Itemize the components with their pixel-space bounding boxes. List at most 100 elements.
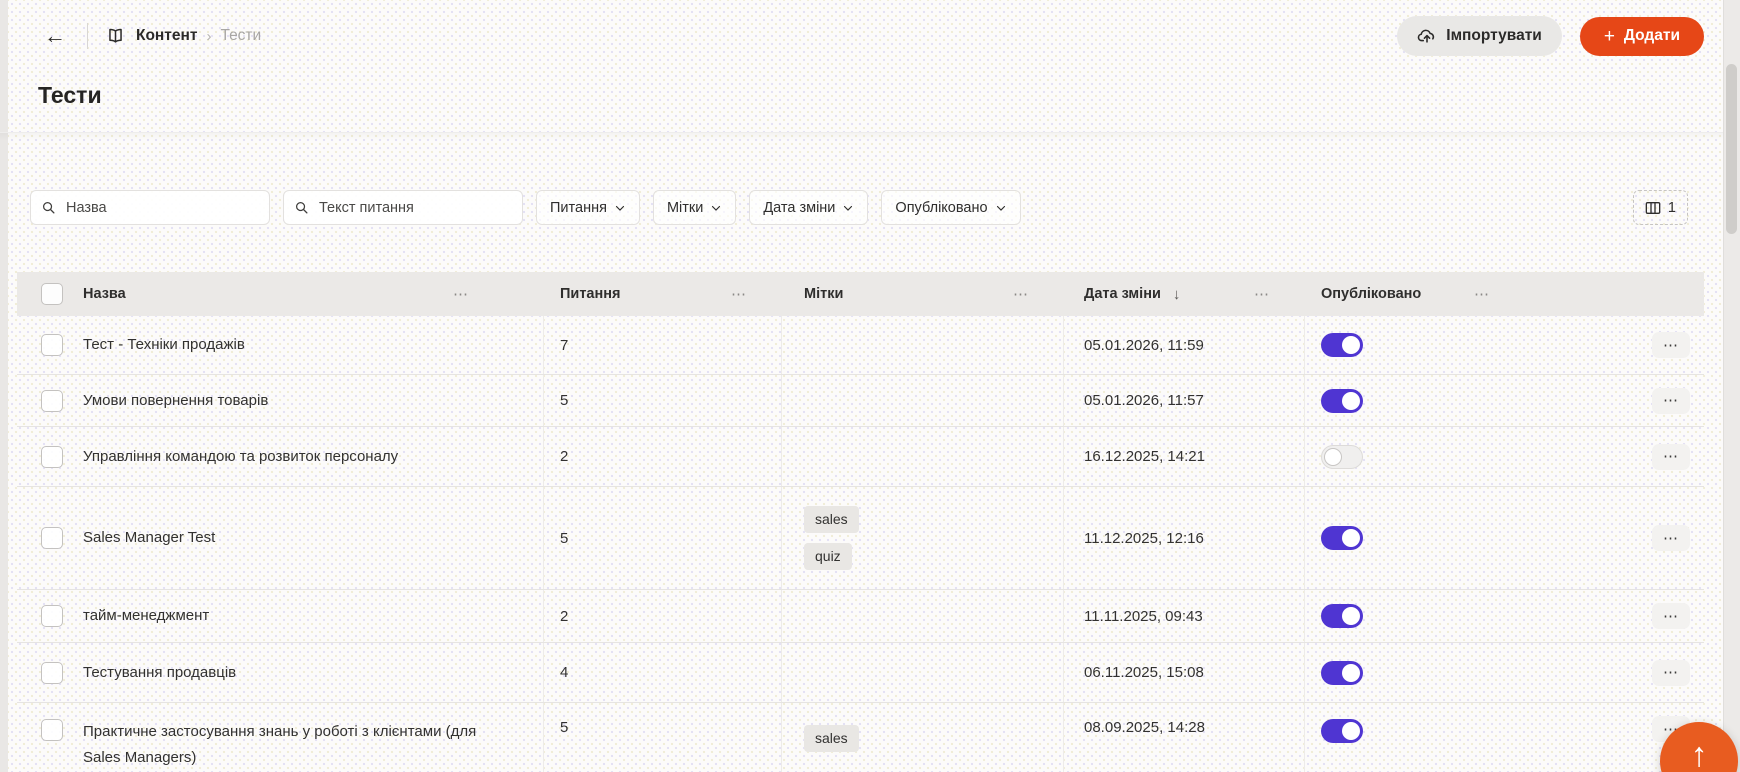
row-checkbox[interactable]	[41, 719, 63, 741]
toggle-knob	[1342, 336, 1360, 354]
column-menu-button[interactable]: ⋯	[1248, 286, 1277, 303]
breadcrumb: Контент › Тести	[105, 27, 261, 46]
tags-cell: sales	[782, 703, 1064, 772]
published-toggle[interactable]	[1321, 604, 1363, 628]
sort-desc-icon[interactable]: ↓	[1172, 285, 1181, 303]
published-toggle[interactable]	[1321, 444, 1363, 469]
ellipsis-icon: ⋯	[731, 285, 748, 303]
modified-date: 06.11.2025, 15:08	[1084, 664, 1204, 681]
row-checkbox[interactable]	[41, 661, 63, 684]
row-checkbox[interactable]	[41, 445, 63, 468]
search-icon	[294, 200, 309, 215]
row-menu-button[interactable]: ⋯	[1652, 387, 1690, 414]
header-published: Опубліковано ⋯	[1305, 272, 1525, 316]
published-toggle[interactable]	[1321, 388, 1363, 413]
row-checkbox[interactable]	[41, 527, 63, 549]
search-question-box	[283, 190, 523, 225]
table-header: Назва ⋯ Питання ⋯ Мітки ⋯ Дата зміни ↓ ⋯…	[17, 272, 1704, 316]
row-checkbox[interactable]	[41, 334, 63, 356]
table-row[interactable]: Тест - Техніки продажів 7 05.01.2026, 11…	[17, 316, 1704, 375]
vertical-scrollbar[interactable]	[1723, 0, 1740, 772]
table-row[interactable]: Практичне застосування знань у роботі з …	[17, 703, 1704, 772]
header-published-label: Опубліковано	[1321, 286, 1422, 302]
search-name-input[interactable]	[64, 198, 259, 217]
row-menu-button[interactable]: ⋯	[1652, 332, 1690, 358]
breadcrumb-item-current: Тести	[220, 27, 262, 44]
select-all-checkbox[interactable]	[41, 283, 63, 305]
column-menu-button[interactable]: ⋯	[725, 286, 754, 303]
question-count: 2	[560, 607, 569, 625]
filter-bar: Питання Мітки Дата зміни Опубліковано	[30, 190, 1688, 225]
search-question-input[interactable]	[317, 198, 512, 217]
toggle-knob	[1342, 663, 1360, 682]
header-questions-label: Питання	[560, 286, 621, 302]
tags-cell	[782, 316, 1064, 374]
scrollbar-thumb[interactable]	[1726, 64, 1737, 234]
table-row[interactable]: Умови повернення товарів 5 05.01.2026, 1…	[17, 375, 1704, 427]
toggle-knob	[1342, 529, 1360, 547]
filter-published-dropdown[interactable]: Опубліковано	[881, 190, 1021, 225]
modified-date: 08.09.2025, 14:28	[1084, 719, 1205, 736]
tags-cell	[782, 375, 1064, 426]
import-button[interactable]: Імпортувати	[1397, 16, 1562, 56]
test-name: Умови повернення товарів	[83, 391, 269, 409]
ellipsis-icon: ⋯	[1663, 529, 1679, 547]
tags-cell	[782, 590, 1064, 642]
table-row[interactable]: тайм-менеджмент 2 11.11.2025, 09:43 ⋯	[17, 590, 1704, 643]
toggle-knob	[1324, 447, 1342, 466]
question-count: 5	[560, 719, 569, 736]
table-row[interactable]: Управління командою та розвиток персонал…	[17, 427, 1704, 487]
published-toggle[interactable]	[1321, 660, 1363, 685]
arrow-left-icon: ←	[44, 23, 66, 48]
toggle-knob	[1342, 391, 1360, 410]
row-checkbox[interactable]	[41, 605, 63, 627]
tags-cell	[782, 643, 1064, 702]
published-toggle[interactable]	[1321, 526, 1363, 550]
modified-date: 11.11.2025, 09:43	[1084, 607, 1203, 625]
question-count: 5	[560, 392, 569, 409]
plus-icon: +	[1603, 25, 1615, 47]
tags-cell: sales quiz	[782, 487, 1064, 589]
table-row[interactable]: Тестування продавців 4 06.11.2025, 15:08…	[17, 643, 1704, 703]
search-icon	[41, 200, 56, 215]
modified-date: 05.01.2026, 11:59	[1084, 336, 1204, 354]
row-checkbox[interactable]	[41, 389, 63, 412]
columns-settings-button[interactable]: 1	[1632, 190, 1688, 225]
breadcrumb-item-content[interactable]: Контент	[136, 27, 198, 44]
table-row[interactable]: Sales Manager Test 5 sales quiz 11.12.202…	[17, 487, 1704, 590]
modified-date: 05.01.2026, 11:57	[1084, 392, 1204, 409]
filter-date-label: Дата зміни	[763, 199, 836, 216]
tag-chip: sales	[804, 506, 859, 533]
test-name: Sales Manager Test	[83, 529, 216, 546]
row-menu-button[interactable]: ⋯	[1652, 603, 1690, 629]
header-tags-label: Мітки	[804, 286, 844, 302]
column-menu-button[interactable]: ⋯	[1007, 286, 1036, 303]
question-count: 5	[560, 529, 569, 547]
published-toggle[interactable]	[1321, 333, 1363, 357]
add-button[interactable]: + Додати	[1579, 16, 1704, 56]
columns-count: 1	[1667, 199, 1676, 216]
back-button[interactable]: ←	[38, 21, 72, 51]
row-menu-button[interactable]: ⋯	[1652, 525, 1690, 551]
tag-chip: sales	[804, 725, 859, 752]
column-menu-button[interactable]: ⋯	[447, 286, 476, 303]
cloud-upload-icon	[1417, 26, 1437, 46]
row-menu-button[interactable]: ⋯	[1652, 443, 1690, 470]
header-questions: Питання ⋯	[544, 272, 782, 316]
book-icon	[105, 27, 126, 46]
test-name: Тестування продавців	[83, 663, 237, 681]
filter-tags-dropdown[interactable]: Мітки	[652, 190, 737, 225]
chevron-down-icon	[842, 202, 854, 214]
topbar-actions: Імпортувати + Додати	[1397, 16, 1704, 56]
published-toggle[interactable]	[1321, 719, 1363, 743]
filter-questions-dropdown[interactable]: Питання	[536, 190, 640, 225]
header-date-label: Дата зміни	[1084, 286, 1161, 302]
row-menu-button[interactable]: ⋯	[1652, 659, 1690, 686]
test-name: Управління командою та розвиток персонал…	[83, 447, 399, 465]
header-name-label: Назва	[83, 286, 126, 302]
filter-date-dropdown[interactable]: Дата зміни	[749, 190, 869, 225]
toggle-knob	[1342, 607, 1360, 625]
question-count: 2	[560, 448, 569, 465]
column-menu-button[interactable]: ⋯	[1468, 286, 1497, 303]
